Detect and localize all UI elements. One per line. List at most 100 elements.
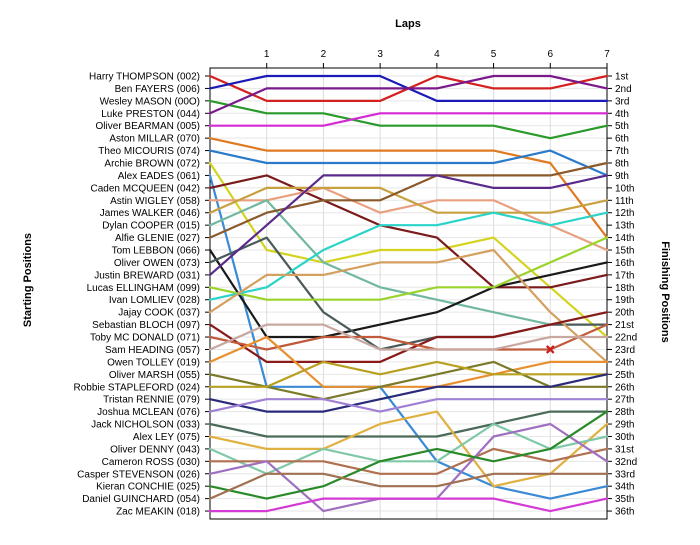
starting-position-label: Oliver DENNY (043) [110, 444, 200, 455]
starting-position-label: Oliver MARSH (055) [109, 370, 200, 381]
starting-position-label: Aston MILLAR (070) [109, 134, 200, 145]
finishing-position-label: 16th [615, 258, 634, 269]
finishing-position-label: 29th [615, 420, 634, 431]
series-line-20 [208, 248, 609, 363]
starting-position-label: Oliver OWEN (073) [114, 258, 200, 269]
y-axis-title-right: Finishing Positions [659, 241, 671, 342]
finishing-position-label: 10th [615, 183, 634, 194]
series-line-34 [208, 410, 609, 500]
starting-position-label: Robbie STAPLEFORD (024) [73, 382, 200, 393]
finishing-position-label: 31st [615, 444, 634, 455]
finishing-position-label: 5th [615, 121, 629, 132]
starting-position-label: Sam HEADING (057) [105, 345, 200, 356]
series-line-36 [208, 497, 609, 513]
finishing-position-label: 6th [615, 134, 629, 145]
series-line-23 [208, 323, 609, 351]
series-line-24 [208, 335, 609, 388]
series-line-10 [208, 174, 609, 289]
series-lines [208, 74, 609, 513]
series-line-7 [208, 149, 609, 177]
starting-position-label: Alfie GLENIE (027) [115, 233, 200, 244]
starting-position-label: Toby MC DONALD (071) [90, 333, 200, 344]
lap-tick-label: 1 [264, 49, 270, 60]
series-line-35 [208, 472, 609, 500]
series-line-32 [208, 447, 609, 475]
starting-position-label: Theo MICOURIS (074) [98, 146, 200, 157]
series-line-17 [208, 174, 609, 276]
finishing-position-label: 3rd [615, 96, 629, 107]
lap-tick-label: 6 [548, 49, 554, 60]
starting-position-label: James WALKER (046) [100, 208, 200, 219]
series-line-5 [208, 112, 609, 127]
starting-position-label: Joshua MCLEAN (076) [97, 407, 200, 418]
x-axis-title: Laps [395, 18, 421, 30]
series-line-30 [208, 410, 609, 488]
starting-position-label: Caden MCQUEEN (042) [91, 183, 200, 194]
starting-position-label: Ivan LOMLIEV (028) [109, 295, 200, 306]
series-line-11 [208, 186, 609, 252]
series-line-29 [208, 410, 609, 438]
finishing-position-label: 34th [615, 482, 634, 493]
finishing-position-label: 15th [615, 246, 634, 257]
starting-position-label: Kieran CONCHIE (025) [96, 482, 200, 493]
starting-position-label: Harry THOMPSON (002) [89, 72, 200, 83]
lap-tick-label: 2 [321, 49, 327, 60]
finishing-position-label: 8th [615, 159, 629, 170]
finishing-position-label: 12th [615, 208, 634, 219]
lap-tick-label: 3 [377, 49, 383, 60]
x-marker [545, 345, 555, 354]
lap-tick-label: 5 [491, 49, 497, 60]
finishing-position-label: 22nd [615, 333, 637, 344]
series-line-15 [208, 248, 609, 339]
finishing-position-label: 2nd [615, 84, 632, 95]
finishing-position-label: 13th [615, 221, 634, 232]
starting-position-label: Ben FAYERS (006) [115, 84, 200, 95]
series-line-28 [208, 398, 609, 413]
series-line-12 [208, 186, 609, 214]
finishing-position-label: 30th [615, 432, 634, 443]
plot-frame [209, 67, 608, 520]
finishing-position-label: 1st [615, 72, 629, 83]
starting-position-label: Alex LEY (075) [133, 432, 200, 443]
series-line-22 [208, 323, 609, 351]
finishing-position-label: 17th [615, 270, 634, 281]
starting-position-label: Casper STEVENSON (026) [77, 469, 200, 480]
finishing-position-label: 20th [615, 308, 634, 319]
y-axis-title-left: Starting Positions [22, 233, 34, 327]
starting-position-label: Jajay COOK (037) [118, 308, 200, 319]
starting-position-label: Archie BROWN (072) [104, 159, 200, 170]
series-line-18 [208, 236, 609, 301]
starting-position-label: Jack NICHOLSON (033) [91, 420, 200, 431]
finishing-position-label: 7th [615, 146, 629, 157]
series-line-6 [208, 137, 609, 239]
starting-position-label: Sebastian BLOCH (097) [92, 320, 200, 331]
lap-tick-label: 4 [434, 49, 440, 60]
finishing-position-label: 4th [615, 109, 629, 120]
starting-position-label: Justin BREWARD (031) [94, 270, 200, 281]
finishing-position-label: 18th [615, 283, 634, 294]
finishing-position-label: 36th [615, 507, 634, 518]
starting-position-label: Zac MEAKIN (018) [116, 507, 200, 518]
finishing-position-label: 14th [615, 233, 634, 244]
series-line-3 [208, 99, 609, 140]
finishing-position-label: 25th [615, 370, 634, 381]
starting-position-label: Tristan RENNIE (079) [103, 395, 200, 406]
finishing-position-label: 11th [615, 196, 634, 207]
finishing-position-label: 26th [615, 382, 634, 393]
starting-position-label: Owen TOLLEY (019) [107, 357, 200, 368]
finishing-position-label: 35th [615, 494, 634, 505]
series-line-26 [208, 360, 609, 388]
series-line-4 [208, 74, 609, 115]
starting-position-label: Astin WIGLEY (058) [110, 196, 200, 207]
starting-position-label: Wesley MASON (00O) [100, 96, 200, 107]
series-line-14 [208, 161, 609, 239]
series-line-9 [208, 174, 609, 500]
starting-position-label: Tom LEBBON (066) [112, 246, 200, 257]
series-line-8 [208, 161, 609, 339]
finishing-position-label: 21st [615, 320, 634, 331]
series-line-25 [208, 360, 609, 401]
finishing-position-label: 33rd [615, 469, 635, 480]
starting-position-label: Daniel GUINCHARD (054) [82, 494, 200, 505]
